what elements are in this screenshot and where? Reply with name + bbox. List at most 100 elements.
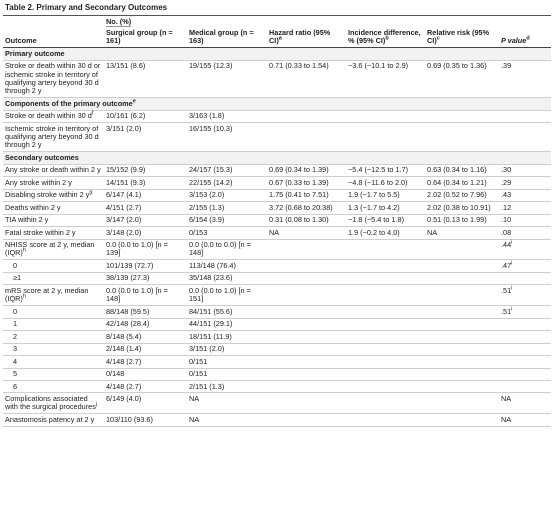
value-cell: [425, 318, 500, 332]
outcome-row: 6 4/148 (2.7) 2/151 (1.3): [3, 380, 552, 394]
cell-value: 22/155 (14.2): [189, 177, 233, 187]
cell-value: 3/151 (2.0): [189, 344, 225, 354]
value-cell: 6/149 (4.0): [104, 392, 187, 415]
footnote-marker: g: [89, 189, 93, 196]
value-cell: 0/151: [187, 368, 268, 382]
cell-value: NA: [501, 414, 512, 424]
outcome-label: Deaths within 2 y: [5, 202, 61, 212]
cell-value: 88/148 (59.5): [106, 306, 150, 316]
value-cell: 0.51 (0.13 to 1.99): [425, 214, 500, 228]
cell-value: 24/157 (15.3): [189, 165, 233, 175]
value-cell: [346, 368, 426, 382]
cell-value: 0/148: [106, 369, 125, 379]
group-header-row: No. (%): [3, 16, 551, 27]
footnote-marker: b: [385, 35, 389, 42]
value-cell: 0.31 (0.08 to 1.30): [267, 214, 347, 228]
cell-value: .08: [501, 227, 512, 237]
cell-value: 103/110 (93.6): [106, 414, 153, 424]
value-cell: [267, 392, 347, 415]
outcome-label: 5: [13, 369, 18, 379]
cell-value: 0.69 (0.35 to 1.36): [427, 61, 487, 71]
value-cell: 0.0 (0.0 to 0.0) [n = 148]: [187, 239, 268, 261]
outcome-cell: Complications associated with the surgic…: [3, 392, 104, 415]
value-cell: .30: [499, 164, 552, 178]
value-cell: [267, 284, 347, 307]
value-cell: [425, 355, 500, 369]
value-cell: [425, 284, 500, 307]
section-label: Components of the primary outcome: [5, 98, 133, 108]
value-cell: 0.69 (0.35 to 1.36): [425, 60, 500, 99]
value-cell: 0.0 (0.0 to 1.0) [n = 151]: [187, 284, 268, 307]
cell-value: .51: [501, 285, 512, 295]
column-header: Relative risk (95% CI)c: [425, 27, 500, 49]
value-cell: 0.0 (0.0 to 1.0) [n = 148]: [104, 284, 187, 307]
cell-value: 2.02 (0.52 to 7.96): [427, 190, 487, 200]
value-cell: 10/161 (6.2): [104, 110, 187, 124]
cell-value: 2/148 (1.4): [106, 344, 142, 354]
value-cell: 4/151 (2.7): [104, 201, 187, 215]
cell-value: 3/163 (1.8): [189, 111, 225, 121]
value-cell: 15/152 (9.9): [104, 164, 187, 178]
value-cell: .08: [499, 226, 552, 240]
value-cell: [267, 305, 347, 319]
cell-value: −4.8 (−11.6 to 2.0): [348, 177, 408, 187]
table-title: Table 2. Primary and Secondary Outcomes: [3, 0, 551, 16]
cell-value: 0.0 (0.0 to 1.0) [n = 151]: [189, 285, 251, 304]
value-cell: [267, 343, 347, 357]
cell-value: 2/155 (1.3): [189, 202, 225, 212]
value-cell: .12: [499, 201, 552, 215]
value-cell: [499, 380, 552, 394]
cell-value: 42/148 (28.4): [106, 319, 150, 329]
cell-value: 3/147 (2.0): [106, 215, 142, 225]
outcome-cell: Stroke or death within 30 d or ischemic …: [3, 60, 104, 99]
outcome-row: mRS score at 2 y, median (IQR)h 0.0 (0.0 …: [3, 284, 552, 307]
group-header-text: No. (%): [106, 16, 132, 27]
footnote-marker: h: [22, 248, 26, 255]
cell-value: NA: [427, 227, 438, 237]
cell-value: 18/151 (11.9): [189, 331, 232, 341]
outcome-label: Anastomosis patency at 2 y: [5, 414, 95, 424]
value-cell: [346, 355, 426, 369]
value-cell: .44i: [499, 239, 552, 261]
outcome-label: Complications associated with the surgic…: [5, 394, 96, 412]
outcome-cell: 6: [3, 380, 104, 394]
footnote-marker: a: [278, 35, 282, 42]
cell-value: 3/148 (2.0): [106, 227, 142, 237]
value-cell: 3.72 (0.68 to 20.38): [267, 201, 347, 215]
value-cell: [267, 355, 347, 369]
cell-value: 0.31 (0.08 to 1.30): [269, 215, 329, 225]
value-cell: [425, 272, 500, 286]
cell-value: 0.0 (0.0 to 1.0) [n = 148]: [106, 285, 168, 304]
value-cell: [267, 122, 347, 153]
cell-value: 1.75 (0.41 to 7.51): [269, 190, 329, 200]
value-cell: 35/148 (23.6): [187, 272, 268, 286]
value-cell: NA: [267, 226, 347, 240]
outcome-label: Stroke or death within 30 d or ischemic …: [5, 61, 101, 96]
value-cell: 0/151: [187, 355, 268, 369]
outcome-cell: 0: [3, 305, 104, 319]
cell-value: 4/151 (2.7): [106, 202, 142, 212]
section-label: Primary outcome: [5, 48, 65, 58]
table-figure: Table 2. Primary and Secondary Outcomes …: [3, 0, 552, 427]
cell-value: 1.3 (−1.7 to 4.2): [348, 202, 400, 212]
cell-value: .10: [501, 215, 512, 225]
table-body: Primary outcome Stroke or death within 30…: [3, 47, 552, 427]
outcome-cell: 1: [3, 318, 104, 332]
value-cell: [425, 305, 500, 319]
cell-value: .30: [501, 165, 512, 175]
value-cell: −1.8 (−5.4 to 1.8): [346, 214, 426, 228]
value-cell: 113/148 (76.4): [187, 259, 268, 273]
value-cell: [267, 239, 347, 261]
outcome-row: Any stroke within 2 y 14/151 (9.3) 22/155 …: [3, 176, 552, 190]
cell-value: NA: [189, 394, 200, 404]
outcome-cell: Ischemic stroke in territory of qualifyi…: [3, 122, 104, 153]
cell-value: 44/151 (29.1): [189, 319, 233, 329]
cell-value: −5.4 (−12.5 to 1.7): [348, 165, 409, 175]
cell-value: 13/151 (8.6): [106, 61, 146, 71]
cell-value: 1.9 (−0.2 to 4.0): [348, 227, 400, 237]
column-header: Hazard ratio (95% CI)a: [267, 27, 347, 49]
column-header: Incidence difference, % (95% CI)b: [346, 27, 426, 49]
cell-value: 8/148 (5.4): [106, 331, 142, 341]
outcome-row: 1 42/148 (28.4) 44/151 (29.1): [3, 318, 552, 332]
cell-value: 4/148 (2.7): [106, 381, 142, 391]
